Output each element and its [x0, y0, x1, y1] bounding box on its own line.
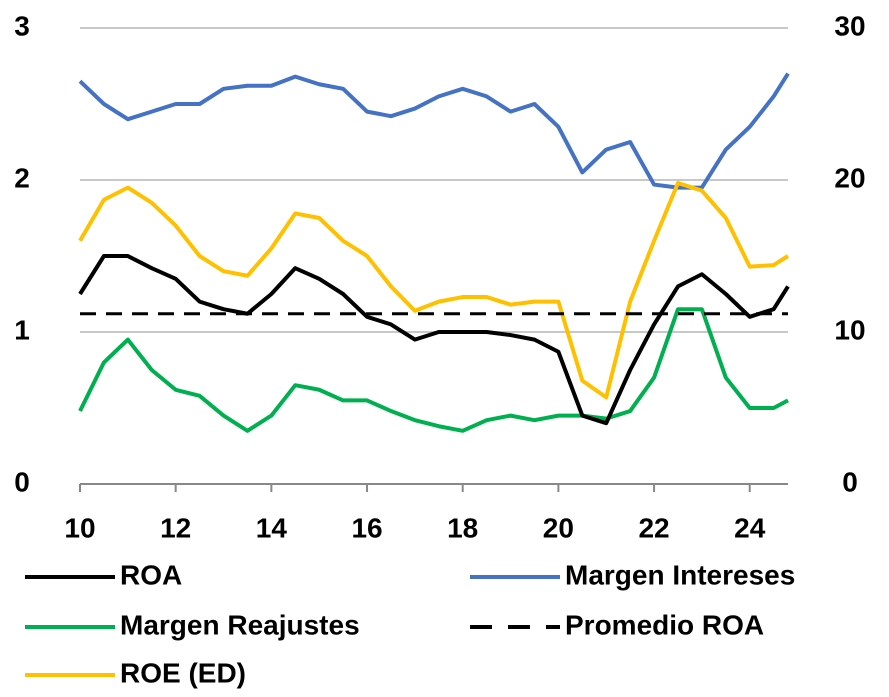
x-tick-label: 22: [638, 512, 669, 543]
legend-label: Promedio ROA: [565, 609, 764, 640]
y-tick-label: 1: [14, 314, 30, 345]
legend-label: ROA: [120, 559, 182, 590]
y2-tick-label: 20: [834, 162, 865, 193]
x-tick-label: 14: [256, 512, 288, 543]
x-tick-label: 18: [447, 512, 478, 543]
x-tick-label: 24: [734, 512, 766, 543]
y-tick-label: 2: [14, 162, 30, 193]
x-tick-label: 12: [160, 512, 191, 543]
x-tick-label: 20: [543, 512, 574, 543]
legend-label: ROE (ED): [120, 657, 246, 688]
y2-tick-label: 30: [834, 10, 865, 41]
y-tick-label: 0: [14, 466, 30, 497]
series-line: [78, 72, 790, 190]
legend-label: Margen Intereses: [565, 559, 795, 590]
x-tick-label: 16: [351, 512, 382, 543]
series-line: [78, 181, 790, 400]
legend-label: Margen Reajustes: [120, 609, 360, 640]
x-tick-label: 10: [64, 512, 95, 543]
y-tick-label: 3: [14, 10, 30, 41]
series-line: [78, 307, 789, 433]
series-line: [78, 254, 790, 426]
y2-tick-label: 0: [842, 466, 858, 497]
y2-tick-label: 10: [834, 314, 865, 345]
